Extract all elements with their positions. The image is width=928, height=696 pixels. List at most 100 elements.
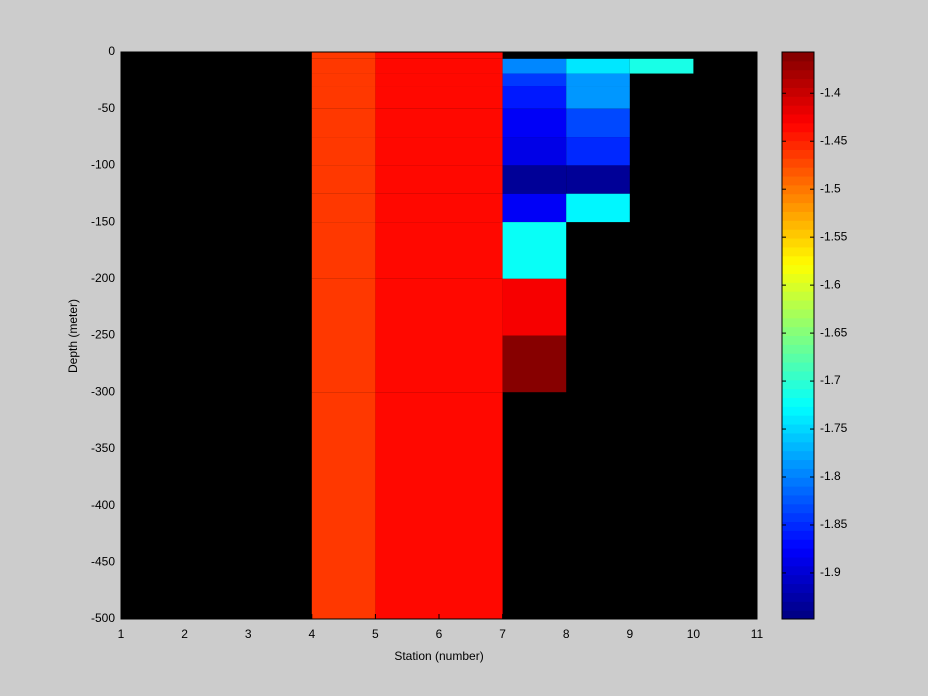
colorbar-swatch	[782, 353, 814, 363]
colorbar-tick-label: -1.5	[820, 181, 841, 195]
x-tick-label: 7	[499, 627, 506, 641]
colorbar-swatch	[782, 282, 814, 292]
colorbar-swatch	[782, 441, 814, 452]
heat-cell	[502, 58, 567, 74]
colorbar-swatch	[782, 503, 814, 514]
heat-cell	[375, 278, 439, 336]
colorbar-swatch	[782, 362, 814, 372]
x-tick-label: 9	[626, 627, 633, 641]
colorbar-swatch	[782, 60, 814, 71]
colorbar-swatch	[782, 397, 814, 407]
heat-cell	[375, 392, 439, 619]
colorbar-swatch	[782, 220, 814, 230]
heat-cell	[439, 73, 503, 87]
x-tick-label: 3	[245, 627, 252, 641]
colorbar-swatch	[782, 184, 814, 195]
colorbar-swatch	[782, 122, 814, 133]
colorbar-swatch	[782, 539, 814, 549]
colorbar-tick-label: -1.8	[820, 469, 841, 483]
colorbar-swatch	[782, 335, 814, 345]
y-tick-label: -250	[91, 328, 115, 342]
heat-cell	[439, 335, 503, 393]
heat-cell	[439, 165, 503, 194]
colorbar-tick-label: -1.75	[820, 421, 848, 435]
heat-cell	[311, 222, 376, 279]
colorbar-swatch	[782, 565, 814, 576]
heat-cell	[502, 278, 567, 336]
x-tick-label: 10	[687, 627, 701, 641]
heat-cell	[375, 165, 439, 194]
y-tick-label: -150	[91, 214, 115, 228]
heat-cell	[375, 73, 439, 87]
heat-cell	[311, 137, 376, 166]
y-tick-label: -100	[91, 158, 115, 172]
colorbar-swatch	[782, 96, 814, 106]
colorbar-swatch	[782, 379, 814, 390]
colorbar-swatch	[782, 610, 814, 620]
colorbar-swatch	[782, 69, 814, 80]
colorbar-swatch	[782, 477, 814, 487]
heat-cell	[375, 222, 439, 279]
heat-cell	[311, 278, 376, 336]
colorbar-swatch	[782, 326, 814, 336]
y-tick-label: -500	[91, 611, 115, 625]
colorbar-swatch	[782, 105, 814, 115]
colorbar-swatch	[782, 592, 814, 602]
colorbar-swatch	[782, 158, 814, 168]
colorbar-tick-label: -1.55	[820, 229, 848, 243]
y-tick-label: -400	[91, 498, 115, 512]
colorbar-tick-label: -1.7	[820, 373, 841, 387]
colorbar-swatch	[782, 494, 814, 505]
colorbar-swatch	[782, 530, 814, 540]
colorbar-swatch	[782, 415, 814, 425]
colorbar-swatch	[782, 344, 814, 354]
colorbar-swatch	[782, 521, 814, 531]
x-tick-label: 8	[563, 627, 570, 641]
x-axis-label: Station (number)	[394, 649, 483, 663]
colorbar-swatch	[782, 273, 814, 283]
heat-cell	[375, 193, 439, 223]
heat-cell	[502, 222, 567, 279]
colorbar-swatch	[782, 149, 814, 159]
colorbar-swatch	[782, 574, 814, 585]
y-tick-label: -300	[91, 384, 115, 398]
colorbar-swatch	[782, 140, 814, 150]
heat-cell	[566, 193, 630, 223]
colorbar-swatch	[782, 211, 814, 221]
x-tick-label: 5	[372, 627, 379, 641]
colorbar-tick-label: -1.65	[820, 325, 848, 339]
colorbar-swatch	[782, 601, 814, 611]
heat-cell	[311, 335, 376, 393]
colorbar-swatch	[782, 291, 814, 301]
heat-cell	[375, 52, 439, 59]
colorbar-swatch	[782, 370, 814, 381]
x-tick-label: 1	[118, 627, 125, 641]
colorbar-swatch	[782, 229, 814, 239]
colorbar-swatch	[782, 308, 814, 319]
colorbar-swatch	[782, 78, 814, 88]
colorbar-tick-label: -1.45	[820, 133, 848, 147]
heat-cell	[311, 52, 376, 59]
heat-cell	[439, 222, 503, 279]
heat-cell	[566, 86, 630, 109]
x-tick-label: 11	[751, 627, 764, 641]
heat-cell	[502, 108, 567, 138]
colorbar-swatch	[782, 548, 814, 558]
heat-cell	[311, 392, 376, 619]
colorbar-swatch	[782, 556, 814, 567]
colorbar-swatch	[782, 406, 814, 416]
colorbar-swatch	[782, 317, 814, 328]
colorbar-frame	[781, 51, 815, 620]
heat-cell	[566, 108, 630, 138]
heat-cell	[439, 108, 503, 138]
heat-cell	[375, 137, 439, 166]
colorbar-swatch	[782, 167, 814, 177]
colorbar-swatch	[782, 176, 814, 186]
heat-cell	[311, 86, 376, 109]
heat-cell	[311, 73, 376, 87]
colorbar-swatch	[782, 131, 814, 142]
heat-cell	[375, 335, 439, 393]
colorbar-swatch	[782, 459, 814, 469]
heat-cell	[311, 193, 376, 223]
